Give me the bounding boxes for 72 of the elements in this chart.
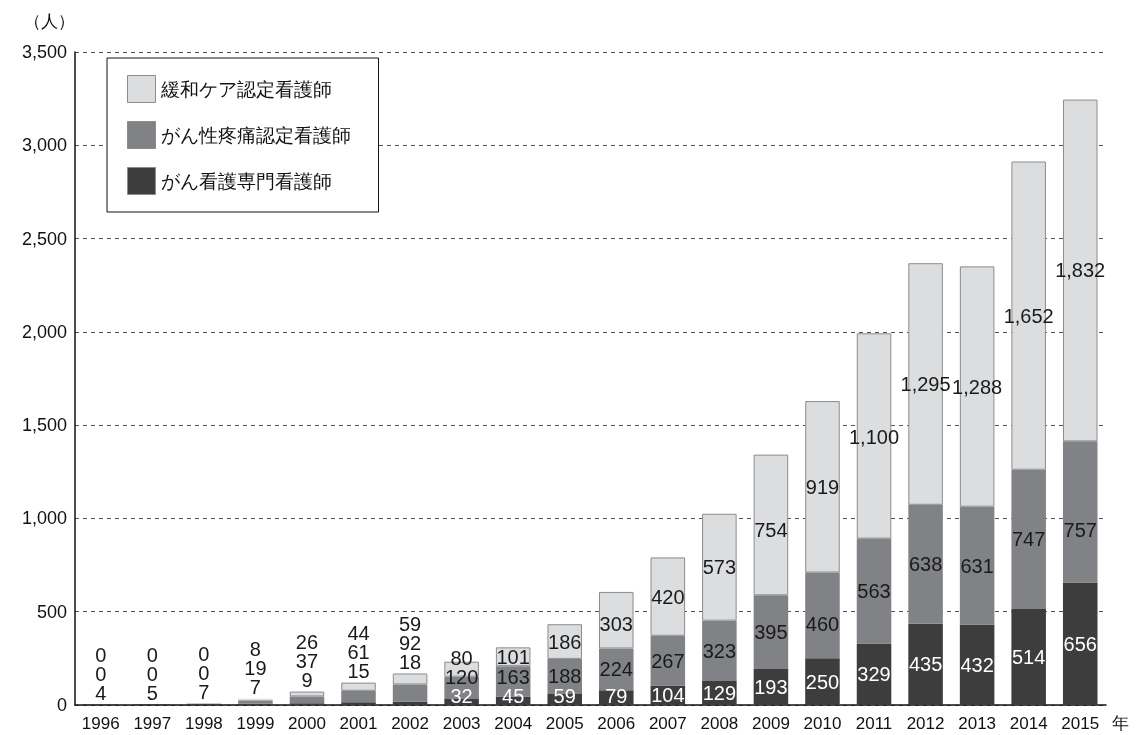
data-label: 747 bbox=[1011, 528, 1046, 551]
bar bbox=[1011, 609, 1046, 705]
data-label: 303 bbox=[599, 612, 633, 635]
data-label: 129 bbox=[702, 681, 737, 704]
x-tick-label: 2015 bbox=[1061, 714, 1100, 733]
y-axis-title: （人） bbox=[24, 12, 75, 31]
data-label: 563 bbox=[857, 580, 891, 603]
y-tick-label: 1,500 bbox=[21, 415, 67, 436]
data-label: 435 bbox=[908, 653, 943, 676]
legend-label: 緩和ケア認定看護師 bbox=[159, 78, 332, 100]
y-tick-label: 2,500 bbox=[21, 228, 67, 249]
y-tick-label: 1,000 bbox=[21, 508, 67, 529]
data-label: 460 bbox=[805, 612, 840, 635]
data-label: 329 bbox=[857, 663, 891, 686]
x-tick-label: 2002 bbox=[391, 714, 429, 733]
y-tick-label: 2,000 bbox=[21, 321, 67, 342]
data-label: 79 bbox=[605, 684, 628, 707]
y-tick-label: 500 bbox=[36, 601, 67, 622]
data-label: 323 bbox=[702, 639, 737, 662]
data-label: 631 bbox=[960, 554, 994, 577]
data-label: 250 bbox=[805, 670, 840, 693]
data-label: 186 bbox=[548, 630, 582, 653]
data-label: 104 bbox=[651, 684, 685, 707]
data-label: 1,652 bbox=[1003, 304, 1054, 327]
x-tick-label: 2008 bbox=[700, 714, 739, 733]
legend-label: がん性疼痛認定看護師 bbox=[160, 124, 351, 146]
bar bbox=[959, 624, 995, 705]
data-label: 163 bbox=[496, 665, 530, 688]
legend-label: がん看護専門看護師 bbox=[160, 170, 332, 192]
x-tick-label: 1999 bbox=[236, 714, 275, 733]
data-label: 1,100 bbox=[848, 426, 900, 449]
data-label: 656 bbox=[1063, 632, 1097, 655]
y-tick-label: 3,500 bbox=[21, 42, 67, 62]
data-label: 573 bbox=[702, 556, 737, 579]
data-label: 101 bbox=[496, 645, 530, 668]
x-tick-label: 2001 bbox=[339, 714, 378, 733]
x-tick-label: 2012 bbox=[906, 714, 945, 733]
x-tick-label: 2013 bbox=[958, 714, 997, 733]
x-tick-label: 2007 bbox=[648, 714, 687, 733]
x-tick-label: 2010 bbox=[803, 714, 842, 733]
x-tick-label: 2014 bbox=[1009, 714, 1048, 733]
y-tick-label: 3,000 bbox=[21, 135, 67, 156]
data-label: 514 bbox=[1011, 646, 1046, 669]
data-label: 193 bbox=[754, 676, 788, 698]
bar bbox=[1062, 582, 1098, 705]
data-label: 1,288 bbox=[952, 375, 1003, 398]
x-tick-label: 2009 bbox=[752, 714, 790, 733]
x-tick-label: 1997 bbox=[133, 714, 172, 733]
bar bbox=[908, 623, 943, 705]
x-tick-label: 2005 bbox=[545, 714, 584, 733]
data-label: 754 bbox=[754, 519, 788, 542]
data-label: 638 bbox=[908, 553, 943, 576]
y-tick-label: 0 bbox=[56, 695, 67, 715]
data-label: 919 bbox=[805, 475, 840, 498]
x-tick-label: 1998 bbox=[184, 714, 223, 733]
data-label: 224 bbox=[599, 658, 633, 681]
data-label: 1,832 bbox=[1055, 259, 1106, 282]
data-label: 267 bbox=[651, 649, 685, 672]
data-label: 432 bbox=[960, 653, 994, 676]
x-tick-label: 2011 bbox=[855, 714, 893, 733]
x-axis-title: 年 bbox=[1112, 714, 1129, 733]
x-tick-label: 1996 bbox=[81, 714, 120, 733]
x-tick-label: 2006 bbox=[597, 714, 636, 733]
data-label: 80 bbox=[450, 646, 473, 669]
data-label: 1,295 bbox=[900, 373, 951, 395]
x-tick-label: 2000 bbox=[288, 714, 326, 733]
bar bbox=[341, 702, 376, 705]
data-label: 420 bbox=[651, 585, 685, 608]
data-label: 757 bbox=[1063, 519, 1097, 542]
x-tick-label: 2004 bbox=[494, 714, 533, 733]
data-label: 395 bbox=[754, 621, 788, 644]
x-tick-label: 2003 bbox=[442, 714, 481, 733]
